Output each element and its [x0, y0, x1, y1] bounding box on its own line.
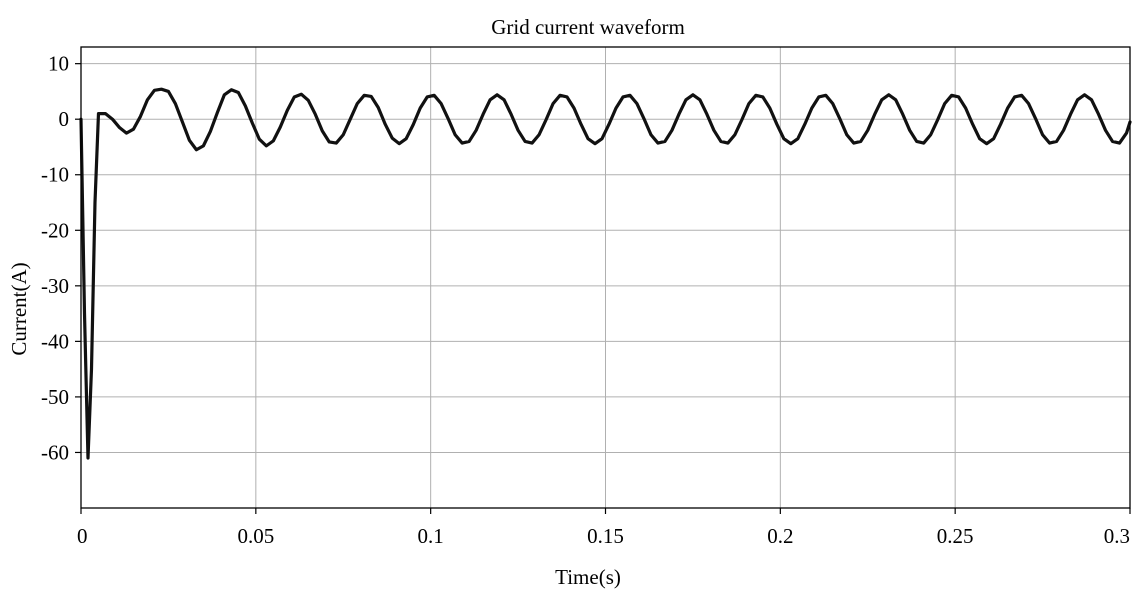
x-tick-label: 0.2: [767, 524, 793, 548]
x-tick-label: 0.3: [1104, 524, 1130, 548]
y-tick-label: -20: [41, 218, 69, 242]
x-tick-label: 0.1: [418, 524, 444, 548]
y-tick-label: -60: [41, 440, 69, 464]
x-axis-ticks: 0 0.05 0.1 0.15 0.2 0.25 0.3: [77, 508, 1131, 548]
y-tick-label: 10: [48, 52, 69, 76]
series-layer: [79, 87, 1132, 460]
y-tick-label: -10: [41, 163, 69, 187]
y-tick-label: -40: [41, 329, 69, 353]
x-tick-label: 0.05: [237, 524, 274, 548]
y-tick-label: -50: [41, 385, 69, 409]
grid-lines: [80, 47, 1131, 508]
y-tick-label: 0: [59, 107, 70, 131]
x-tick-label: 0: [77, 524, 88, 548]
chart-title: Grid current waveform: [491, 15, 685, 39]
series-line-grid-current: [79, 87, 1132, 460]
x-tick-label: 0.25: [937, 524, 974, 548]
x-tick-label: 0.15: [587, 524, 624, 548]
x-axis-label: Time(s): [555, 565, 621, 589]
y-tick-label: -30: [41, 274, 69, 298]
y-axis-label: Current(A): [7, 262, 31, 355]
y-axis-ticks: 10 0 -10 -20 -30 -40 -50 -60: [41, 52, 81, 464]
